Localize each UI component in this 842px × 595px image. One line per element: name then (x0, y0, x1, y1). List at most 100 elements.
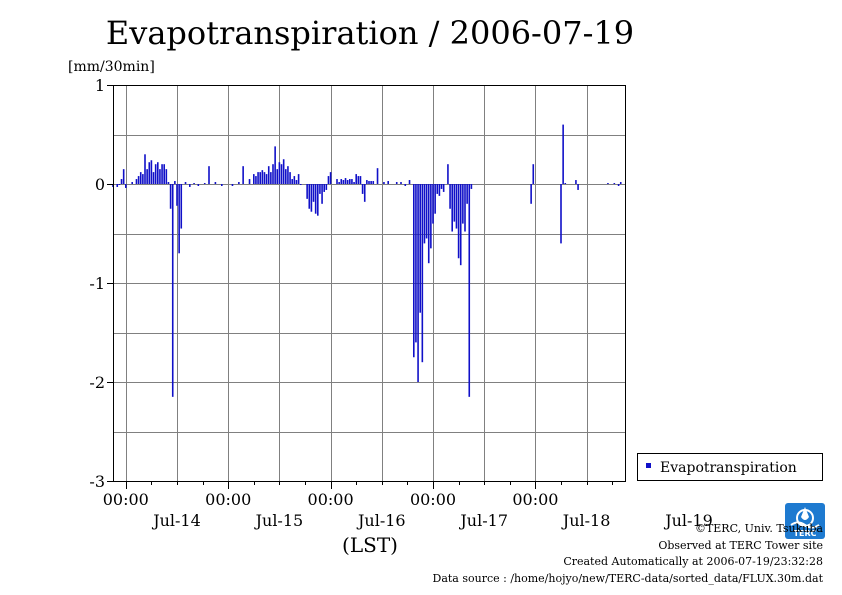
bar (370, 181, 372, 184)
bar (338, 182, 340, 184)
bar (146, 169, 148, 184)
bar (255, 176, 257, 184)
legend: Evapotranspiration (637, 453, 823, 481)
bar (280, 164, 283, 184)
chart-title: Evapotranspiration / 2006-07-19 (106, 14, 634, 52)
bar (564, 183, 567, 185)
bar (613, 183, 616, 185)
bar (376, 168, 379, 184)
bar (142, 174, 144, 184)
logo-text: TERC (794, 529, 817, 538)
grid-lines (113, 85, 625, 481)
bars-group (112, 124, 622, 397)
bar (285, 169, 287, 184)
bar (361, 184, 364, 194)
bar (349, 179, 351, 184)
bar (157, 162, 159, 184)
site-text: Observed at TERC Tower site (658, 538, 823, 552)
bar (434, 184, 436, 214)
bar (116, 184, 119, 187)
bar (357, 176, 360, 184)
bar (122, 169, 125, 184)
bar (150, 160, 153, 184)
bar (351, 179, 353, 184)
plot-frame (113, 85, 626, 482)
bar (137, 176, 140, 184)
bar (272, 164, 274, 184)
x-time-label: 00:00 (410, 490, 456, 509)
bar (425, 184, 428, 239)
bar (118, 184, 121, 185)
bar (415, 184, 417, 343)
copyright-text: ©TERC, Univ. Tsukuba (694, 522, 823, 535)
bar (432, 184, 434, 224)
bar (312, 184, 315, 202)
bar (314, 184, 317, 214)
x-day-label: Jul-17 (458, 511, 508, 530)
bar (451, 184, 453, 232)
bar (297, 174, 300, 184)
bar (395, 182, 398, 184)
bar (404, 184, 407, 186)
y-tick-label: -2 (89, 373, 105, 392)
bar (323, 184, 325, 192)
bar (139, 172, 142, 184)
bar (344, 178, 347, 184)
bar (214, 182, 217, 184)
bar (470, 184, 473, 189)
bar (387, 181, 389, 184)
bar (267, 166, 270, 184)
bar (278, 162, 281, 184)
y-tick-label: -3 (89, 472, 105, 491)
bar (154, 164, 157, 184)
bar (135, 179, 138, 184)
bar (353, 182, 355, 184)
bar (363, 184, 366, 202)
bar (203, 183, 206, 185)
terc-logo-icon: TERC (785, 503, 825, 539)
bar (317, 184, 319, 216)
bar (413, 184, 415, 358)
bar (282, 159, 285, 184)
bar (310, 184, 313, 212)
bar (167, 182, 170, 184)
bar (159, 169, 161, 184)
y-axis-label: [mm/30min] (68, 59, 155, 75)
bar (438, 184, 441, 196)
bar (276, 169, 279, 184)
bar (125, 184, 127, 188)
bar (289, 172, 291, 184)
bar (466, 184, 468, 204)
bar (464, 184, 466, 232)
bar (459, 184, 462, 266)
bar (248, 179, 251, 184)
bar (148, 162, 151, 184)
bar (261, 170, 264, 184)
bar (619, 182, 622, 184)
bar (336, 179, 338, 184)
bar (242, 166, 244, 184)
bar (221, 184, 223, 186)
bar (189, 184, 191, 187)
bar (253, 174, 255, 184)
bar (408, 180, 411, 184)
y-tick-label: -1 (89, 274, 105, 293)
bar (174, 181, 176, 184)
bar (462, 184, 464, 224)
bar (144, 154, 146, 184)
bar (617, 184, 620, 186)
bar (457, 184, 460, 259)
bar (265, 174, 268, 184)
bar (453, 184, 456, 222)
bar (178, 184, 180, 254)
bar (287, 166, 289, 184)
bar (193, 183, 195, 185)
bar (366, 180, 368, 184)
bar (291, 179, 293, 184)
credits: ©TERC, Univ. Tsukuba Observed at TERC To… (433, 521, 824, 587)
bar (359, 176, 362, 184)
bar (152, 172, 155, 184)
y-tick-label: 1 (95, 76, 105, 95)
bar (400, 182, 402, 184)
bar (342, 180, 345, 184)
